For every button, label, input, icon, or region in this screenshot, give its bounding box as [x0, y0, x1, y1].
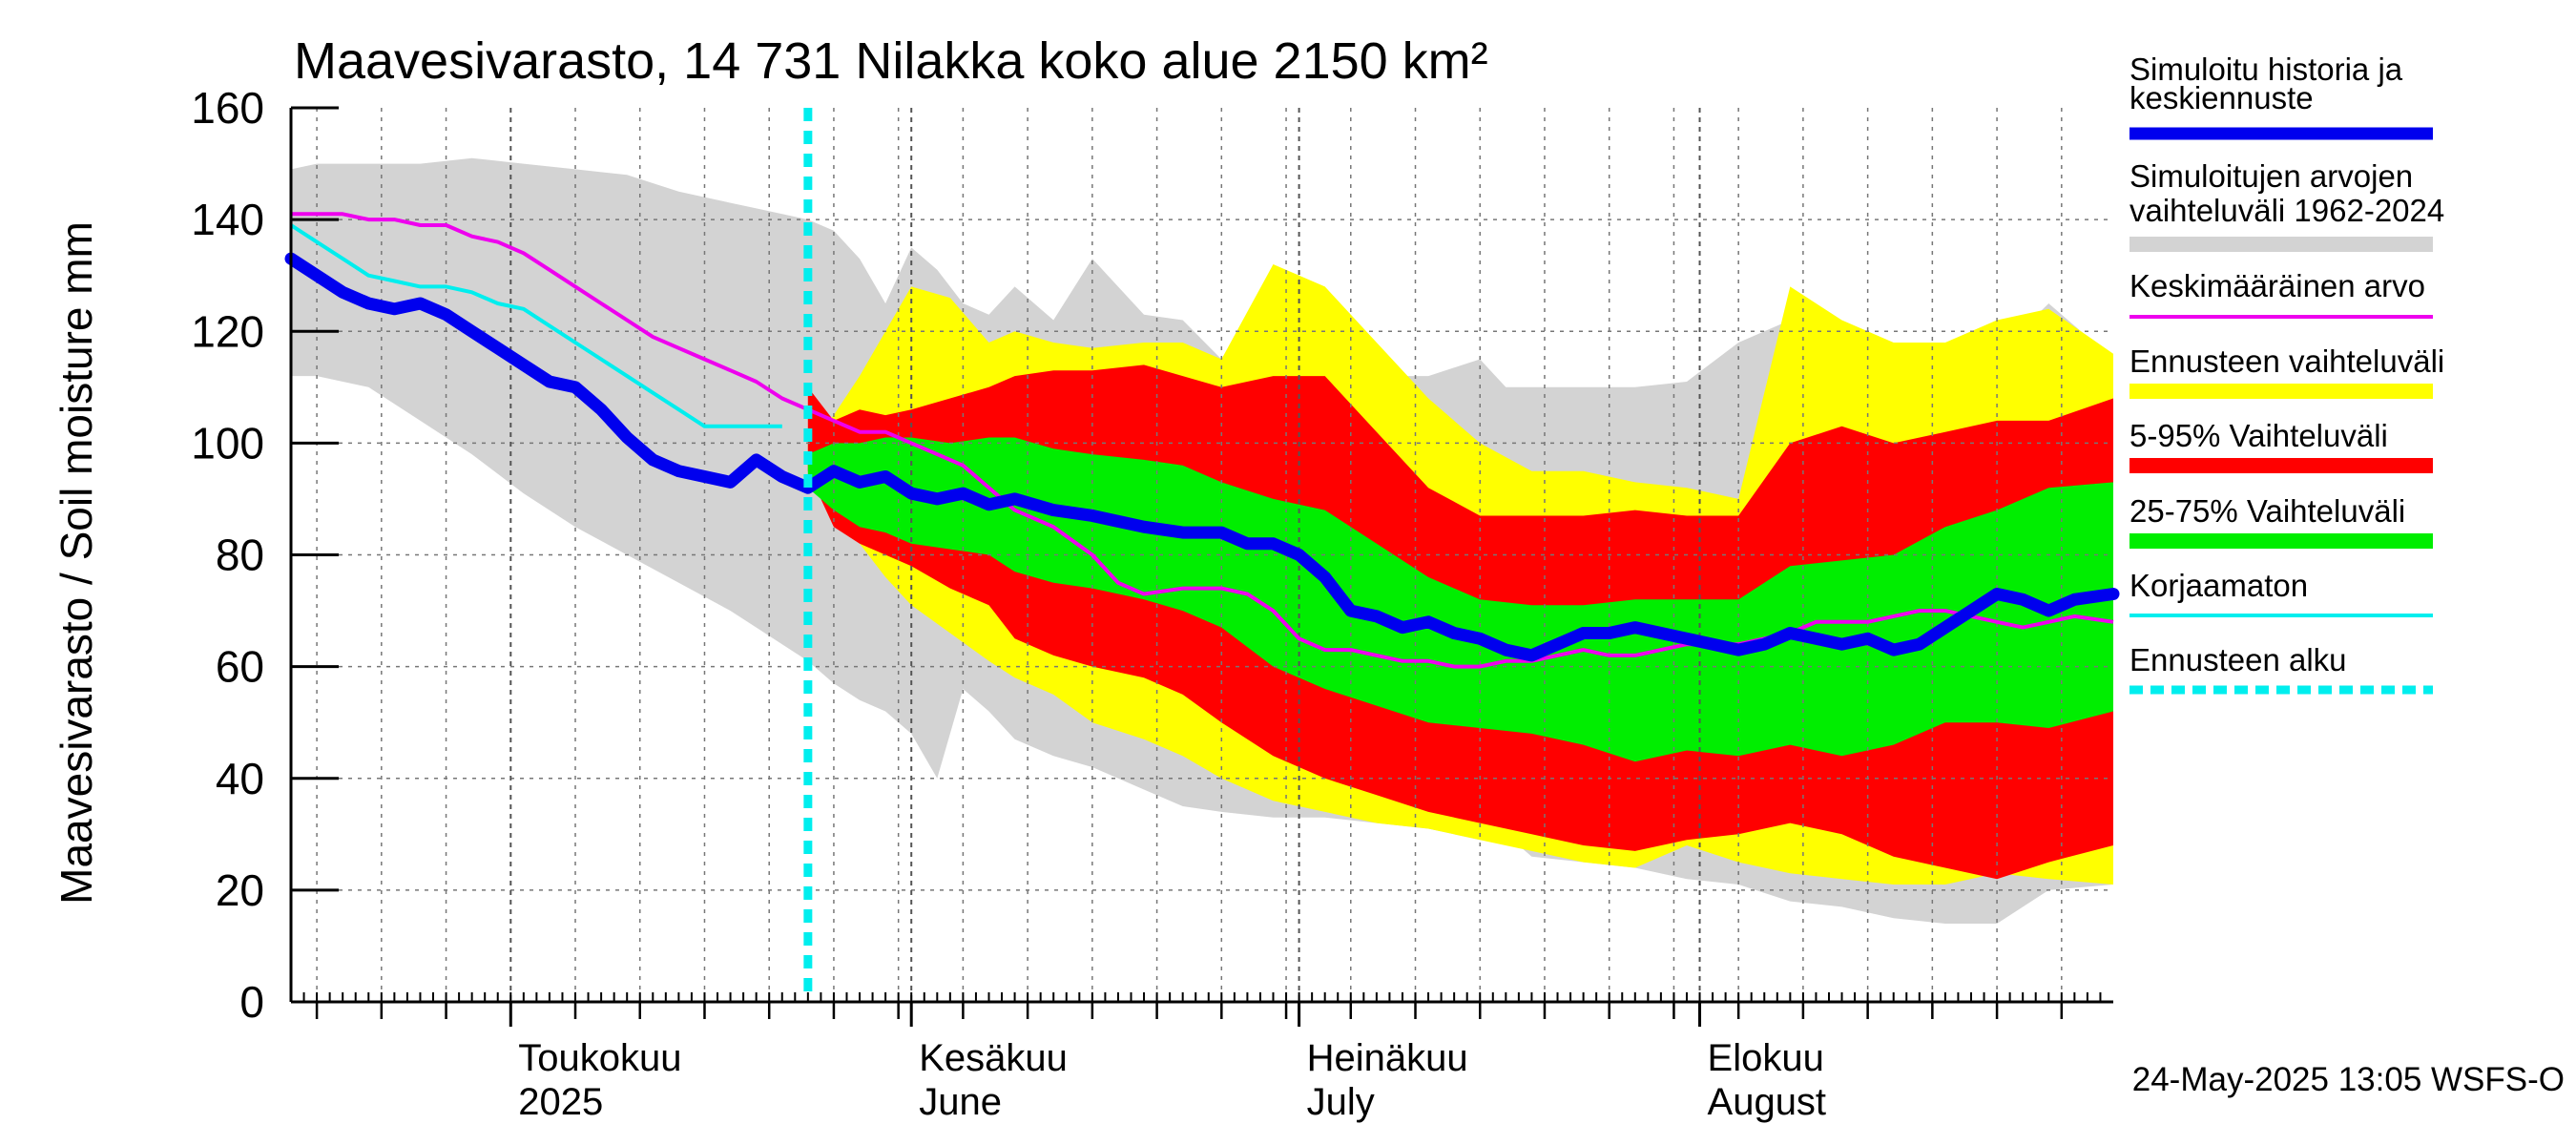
y-tick-label: 100: [191, 418, 264, 468]
legend-label: keskiennuste: [2129, 80, 2314, 115]
simulated-history-line: [284, 252, 2120, 662]
y-tick-label: 20: [216, 865, 264, 915]
y-tick-label: 140: [191, 195, 264, 244]
legend-label: Simuloitujen arvojen: [2129, 158, 2413, 194]
legend-label: 25-75% Vaihteluväli: [2129, 493, 2405, 529]
month-label: Kesäkuu: [919, 1037, 1068, 1079]
y-tick-label: 60: [216, 642, 264, 692]
mean-value-line: [291, 212, 2114, 669]
legend-label: Korjaamaton: [2129, 568, 2308, 603]
month-label: Heinäkuu: [1307, 1037, 1468, 1079]
bands-layer: [291, 157, 2113, 924]
y-tick-label: 80: [216, 531, 264, 580]
legend-label: 5-95% Vaihteluväli: [2129, 418, 2388, 453]
grid-layer: [291, 108, 2113, 1002]
y-tick-label: 40: [216, 754, 264, 803]
series-layer: [284, 108, 2120, 1002]
month-sublabel: 2025: [518, 1081, 603, 1123]
legend-label: Simuloitu historia ja: [2129, 52, 2403, 87]
y-tick-label: 160: [191, 83, 264, 133]
timestamp-footer: 24-May-2025 13:05 WSFS-O: [2132, 1061, 2565, 1098]
month-sublabel: July: [1307, 1081, 1375, 1123]
y-tick-label: 120: [191, 306, 264, 356]
month-label: Toukokuu: [518, 1037, 681, 1079]
legend-label: Ennusteen alku: [2129, 642, 2347, 677]
uncorrected-line: [289, 223, 782, 428]
month-label: Elokuu: [1708, 1037, 1824, 1079]
month-sublabel: June: [919, 1081, 1002, 1123]
legend-label: Ennusteen vaihteluväli: [2129, 344, 2444, 379]
y-axis-label: Maavesivarasto / Soil moisture mm: [52, 221, 101, 905]
chart-title: Maavesivarasto, 14 731 Nilakka koko alue…: [294, 32, 1488, 90]
y-tick-label: 0: [239, 977, 264, 1027]
month-sublabel: August: [1708, 1081, 1827, 1123]
legend-label: Keskimääräinen arvo: [2129, 268, 2425, 303]
legend-label: vaihteluväli 1962-2024: [2129, 193, 2444, 228]
